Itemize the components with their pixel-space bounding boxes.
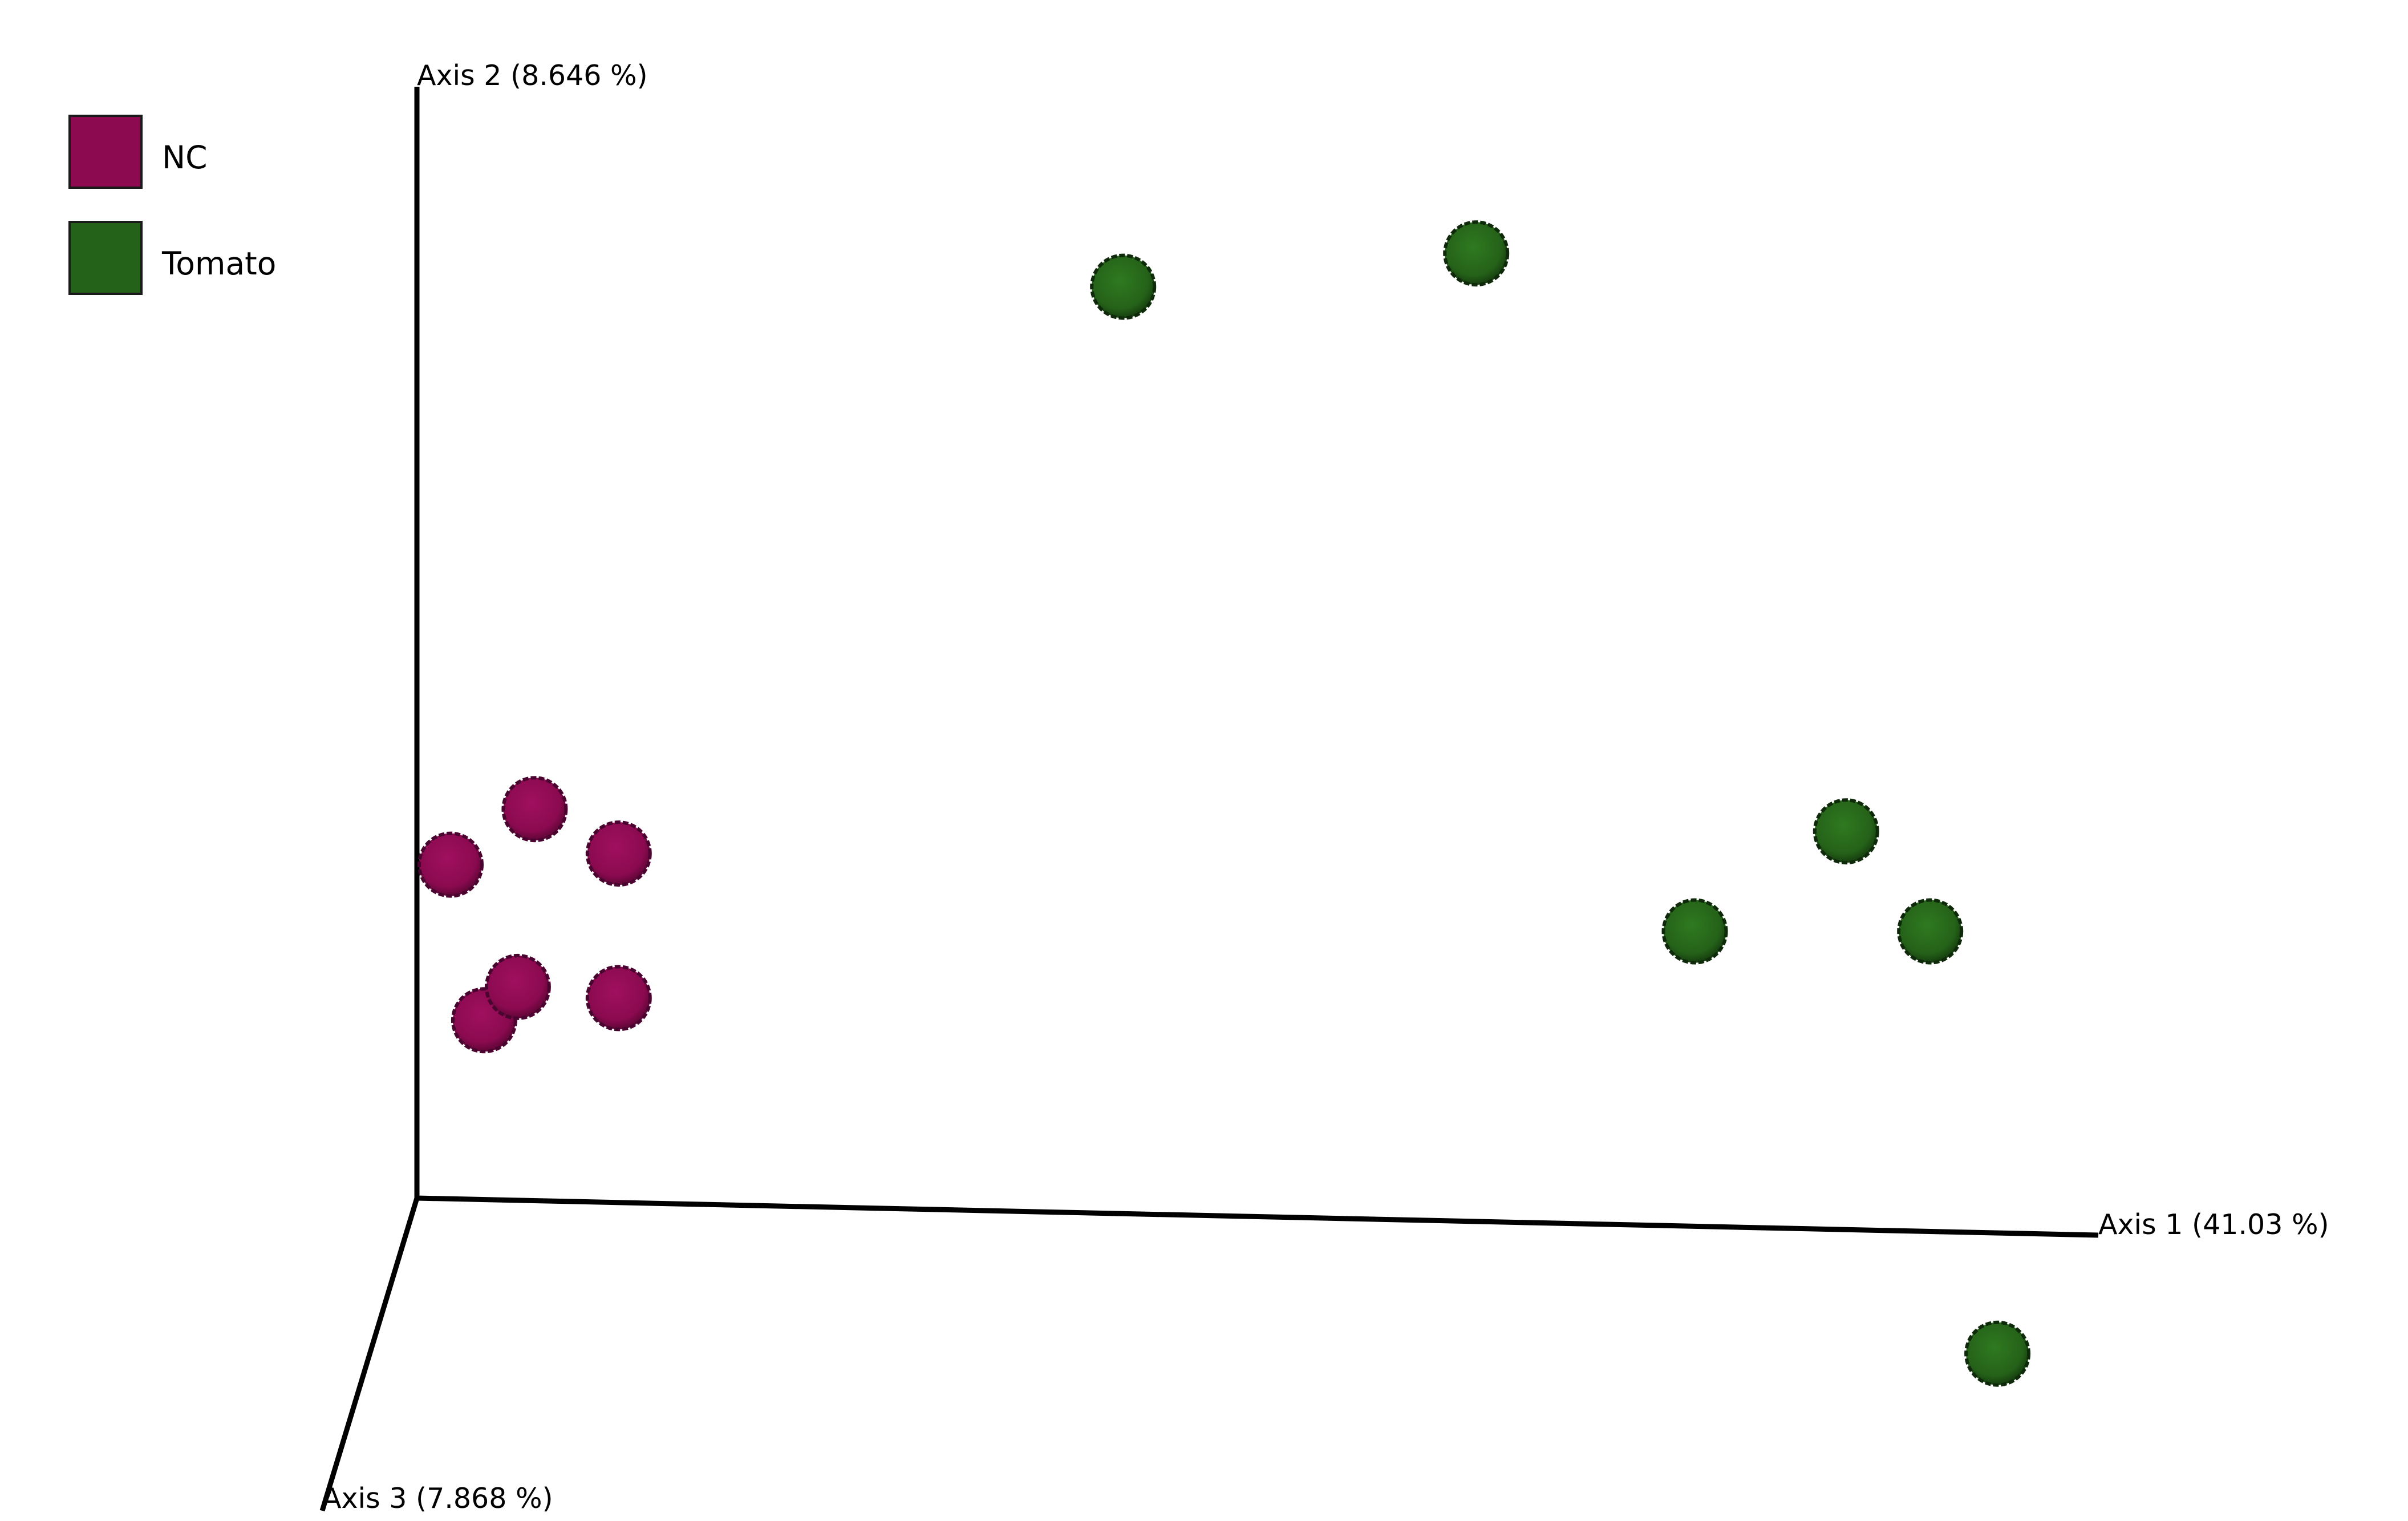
- point-tomato-5: [1897, 898, 1964, 965]
- axis-1-label: Axis 1 (41.03 %): [2098, 1208, 2329, 1241]
- point-nc-2: [501, 776, 568, 843]
- point-tomato-6: [1964, 1320, 2031, 1387]
- axis-1-line: [416, 1195, 2099, 1238]
- point-nc-5: [484, 953, 551, 1020]
- point-tomato-4: [1661, 898, 1728, 965]
- point-tomato-3: [1813, 798, 1879, 865]
- point-tomato-2: [1443, 220, 1510, 287]
- legend-label-nc: NC: [162, 139, 208, 176]
- axis-2-label: Axis 2 (8.646 %): [417, 59, 648, 92]
- axis-3-label: Axis 3 (7.868 %): [322, 1482, 553, 1515]
- legend: NC Tomato: [68, 115, 276, 295]
- data-points: [417, 220, 2031, 1387]
- point-nc-6: [585, 965, 652, 1031]
- legend-swatch-nc: [68, 115, 143, 189]
- axis-3-line: [319, 1197, 420, 1512]
- axes: [319, 87, 2099, 1512]
- legend-label-tomato: Tomato: [161, 245, 276, 282]
- point-nc-1: [417, 831, 484, 898]
- point-nc-3: [585, 820, 652, 887]
- legend-swatch-tomato: [68, 221, 143, 295]
- point-tomato-1: [1090, 253, 1157, 320]
